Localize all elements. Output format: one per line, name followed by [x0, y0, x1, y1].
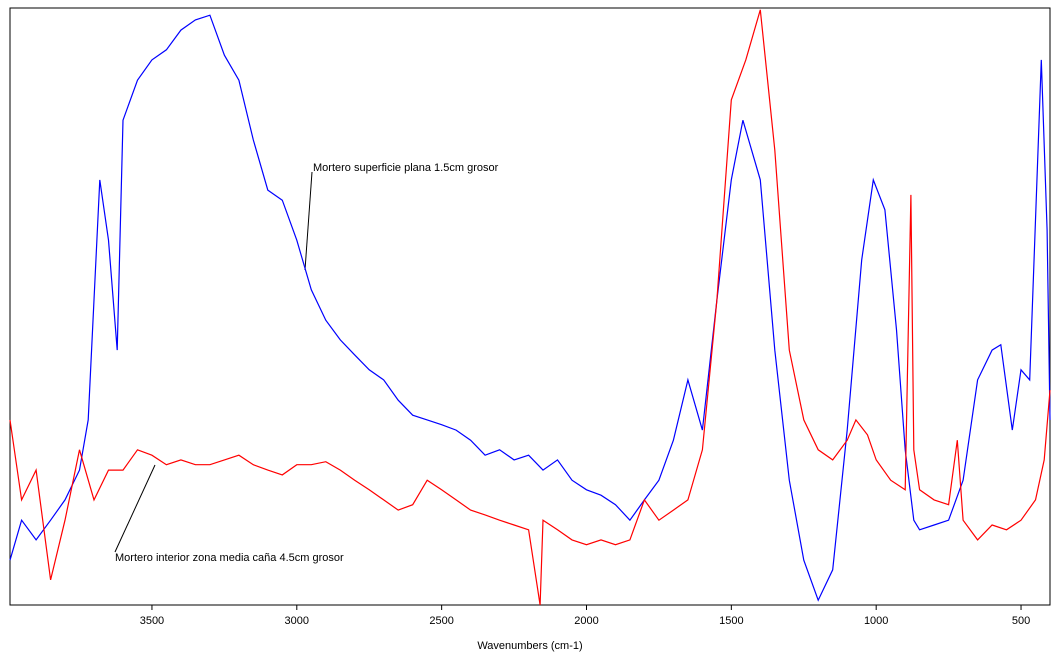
annotation-leader	[114, 464, 156, 553]
x-tick-label: 2500	[429, 615, 453, 627]
x-tick-label: 3000	[285, 615, 309, 627]
annotation-leader	[304, 171, 313, 271]
x-tick-label: 3500	[140, 615, 164, 627]
x-tick-label: 1000	[864, 615, 888, 627]
x-axis-title: Wavenumbers (cm-1)	[477, 640, 582, 652]
annotation: Mortero interior zona media caña 4.5cm g…	[115, 552, 344, 564]
x-tick-label: 1500	[719, 615, 743, 627]
spectrum-line	[9, 14, 1051, 602]
spectrum-line	[9, 9, 1051, 606]
x-tick-label: 500	[1012, 615, 1030, 627]
x-tick-label: 2000	[574, 615, 598, 627]
plot-frame	[9, 7, 1051, 606]
annotation: Mortero superficie plana 1.5cm grosor	[313, 162, 499, 174]
